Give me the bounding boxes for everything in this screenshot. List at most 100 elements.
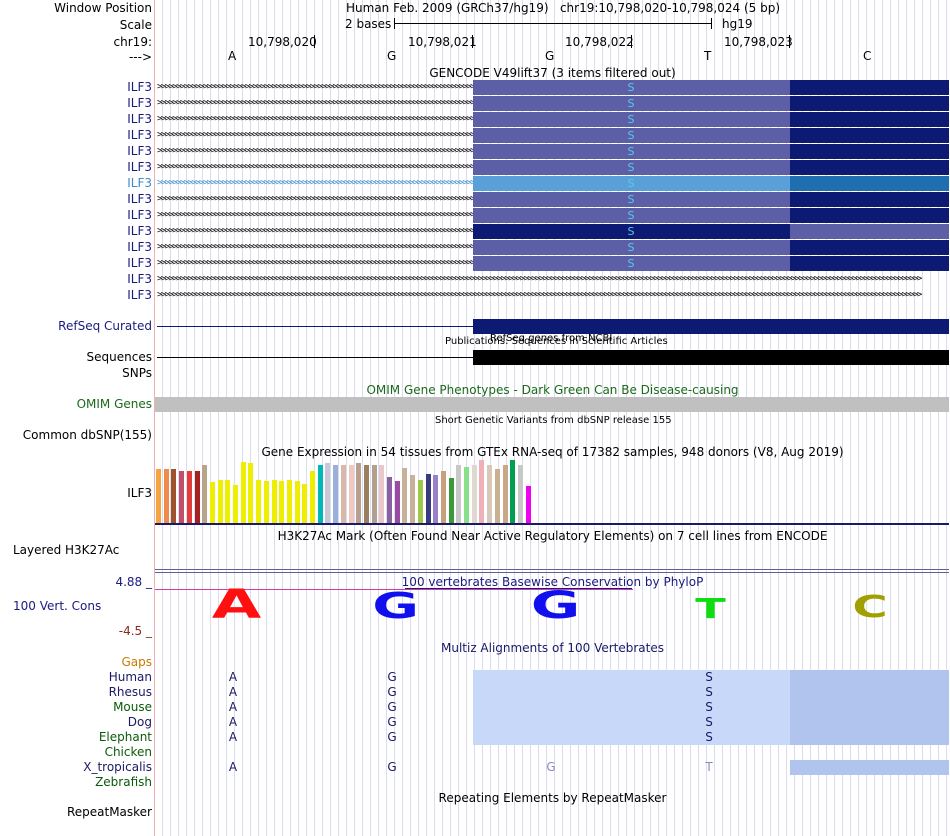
gencode-exon[interactable]	[473, 176, 790, 191]
gencode-exon[interactable]	[790, 112, 949, 127]
gencode-exon[interactable]	[790, 160, 949, 175]
gencode-intron[interactable]: >>>>>>>>>>>>>>>>>>>>>>>>>>>>>>>>>>>>>>>>…	[157, 114, 473, 124]
sequences-block[interactable]	[473, 350, 949, 365]
gtex-label[interactable]: ILF3	[127, 486, 152, 500]
gtex-tissue-bar[interactable]	[379, 465, 385, 523]
snps-label[interactable]: SNPs	[122, 366, 152, 380]
gtex-tissue-bar[interactable]	[271, 479, 277, 523]
gtex-tissue-bar[interactable]	[279, 481, 285, 523]
phylop-logo-letter[interactable]: G	[372, 585, 420, 627]
gencode-exon[interactable]	[790, 96, 949, 111]
gtex-tissue-bar[interactable]	[464, 466, 469, 523]
gtex-tissue-bar[interactable]	[209, 482, 215, 523]
gtex-tissue-bar[interactable]	[502, 465, 508, 523]
gtex-tissue-bar[interactable]	[402, 467, 408, 523]
gencode-item-label[interactable]: ILF3	[127, 288, 152, 302]
gencode-item-label[interactable]: ILF3	[127, 112, 152, 126]
gencode-exon[interactable]	[473, 224, 790, 239]
gtex-tissue-bar[interactable]	[163, 469, 169, 523]
dbsnp-track-title[interactable]: Short Genetic Variants from dbSNP releas…	[435, 415, 672, 426]
multiz-alignment-block[interactable]	[790, 730, 949, 745]
gencode-item-label[interactable]: ILF3	[127, 240, 152, 254]
multiz-gaps-label[interactable]: Gaps	[121, 655, 152, 669]
gtex-tissue-bar[interactable]	[433, 475, 439, 523]
gencode-exon[interactable]	[473, 144, 790, 159]
multiz-species-label[interactable]: Elephant	[98, 730, 152, 744]
gtex-tissue-bar[interactable]	[487, 465, 493, 523]
gtex-tissue-bar[interactable]	[294, 481, 300, 523]
multiz-alignment-block[interactable]	[790, 700, 949, 715]
gtex-tissue-bar[interactable]	[479, 460, 485, 523]
dbsnp-label[interactable]: Common dbSNP(155)	[22, 428, 152, 442]
gencode-exon[interactable]	[473, 240, 790, 255]
gencode-intron[interactable]: >>>>>>>>>>>>>>>>>>>>>>>>>>>>>>>>>>>>>>>>…	[157, 130, 473, 140]
repeatmasker-track-title[interactable]: Repeating Elements by RepeatMasker	[438, 791, 667, 805]
gencode-exon[interactable]	[790, 240, 949, 255]
omim-feature[interactable]	[155, 397, 949, 412]
gtex-tissue-bar[interactable]	[217, 479, 223, 523]
multiz-species-label[interactable]: Zebrafish	[95, 775, 152, 789]
phylop-logo-letter[interactable]: A	[211, 582, 262, 628]
gtex-tissue-bar[interactable]	[256, 479, 262, 523]
gtex-tissue-bar[interactable]	[494, 469, 500, 523]
gtex-tissue-bar[interactable]	[263, 481, 269, 523]
multiz-species-label[interactable]: Mouse	[113, 700, 152, 714]
strand-arrow-label[interactable]: --->	[128, 50, 152, 64]
gtex-tissue-bar[interactable]	[202, 465, 208, 523]
phylop-label[interactable]: 100 Vert. Cons	[13, 599, 102, 613]
gencode-exon[interactable]	[473, 96, 790, 111]
gencode-item-label[interactable]: ILF3	[127, 80, 152, 94]
gencode-item-label[interactable]: ILF3	[127, 208, 152, 222]
gtex-tissue-bar[interactable]	[371, 465, 377, 523]
gtex-tissue-bar[interactable]	[240, 462, 246, 523]
refseq-label[interactable]: RefSeq Curated	[58, 319, 152, 333]
multiz-species-label[interactable]: Chicken	[104, 745, 152, 759]
gtex-tissue-bar[interactable]	[356, 463, 362, 523]
refseq-track-title[interactable]: RefSeq genes from NCBI	[490, 333, 613, 344]
gencode-item-label[interactable]: ILF3	[127, 144, 152, 158]
gencode-exon[interactable]	[473, 112, 790, 127]
gtex-tissue-bar[interactable]	[394, 481, 400, 523]
gencode-intron[interactable]: >>>>>>>>>>>>>>>>>>>>>>>>>>>>>>>>>>>>>>>>…	[157, 242, 473, 252]
gtex-tissue-bar[interactable]	[286, 479, 292, 523]
gtex-tissue-bar[interactable]	[233, 485, 238, 523]
refseq-intron[interactable]	[157, 326, 473, 327]
gencode-item-label[interactable]: ILF3	[127, 160, 152, 174]
gtex-tissue-bar[interactable]	[340, 465, 346, 523]
gtex-track-title[interactable]: Gene Expression in 54 tissues from GTEx …	[261, 445, 844, 459]
gtex-tissue-bar[interactable]	[171, 469, 177, 523]
sequences-line[interactable]	[157, 357, 473, 358]
gtex-tissue-bar[interactable]	[325, 463, 331, 523]
gtex-bar-chart[interactable]	[156, 459, 556, 523]
gencode-item-label[interactable]: ILF3	[127, 128, 152, 142]
gtex-tissue-bar[interactable]	[448, 477, 454, 523]
gencode-item-label[interactable]: ILF3	[127, 256, 152, 270]
sequences-label[interactable]: Sequences	[86, 350, 152, 364]
multiz-alignment-block[interactable]	[790, 670, 949, 685]
gtex-tissue-bar[interactable]	[440, 470, 446, 523]
gtex-tissue-bar[interactable]	[417, 479, 423, 523]
gencode-exon[interactable]	[790, 128, 949, 143]
gencode-intron[interactable]: >>>>>>>>>>>>>>>>>>>>>>>>>>>>>>>>>>>>>>>>…	[157, 210, 473, 220]
gencode-intron[interactable]: >>>>>>>>>>>>>>>>>>>>>>>>>>>>>>>>>>>>>>>>…	[157, 162, 473, 172]
gencode-track-title[interactable]: GENCODE V49lift37 (3 items filtered out)	[429, 66, 676, 80]
h3k27ac-track-title[interactable]: H3K27Ac Mark (Often Found Near Active Re…	[277, 529, 828, 543]
gencode-exon[interactable]	[790, 256, 949, 271]
gencode-intron[interactable]: >>>>>>>>>>>>>>>>>>>>>>>>>>>>>>>>>>>>>>>>…	[157, 194, 473, 204]
multiz-alignment-block[interactable]	[790, 760, 949, 775]
multiz-track-title[interactable]: Multiz Alignments of 100 Vertebrates	[440, 641, 665, 655]
gtex-tissue-bar[interactable]	[194, 470, 200, 523]
multiz-species-label[interactable]: Dog	[127, 715, 152, 729]
gencode-exon[interactable]	[790, 176, 949, 191]
multiz-alignment-block[interactable]	[790, 685, 949, 700]
phylop-track-title[interactable]: 100 vertebrates Basewise Conservation by…	[401, 575, 704, 589]
phylop-logo-letter[interactable]: C	[852, 589, 888, 625]
gencode-intron[interactable]: >>>>>>>>>>>>>>>>>>>>>>>>>>>>>>>>>>>>>>>>…	[157, 146, 473, 156]
refseq-exon[interactable]	[473, 319, 949, 334]
multiz-species-label[interactable]: Rhesus	[108, 685, 152, 699]
h3k27ac-label[interactable]: Layered H3K27Ac	[13, 543, 120, 557]
gtex-tissue-bar[interactable]	[179, 470, 185, 523]
gencode-exon[interactable]	[473, 80, 790, 95]
gtex-tissue-bar[interactable]	[317, 465, 323, 523]
multiz-species-label[interactable]: X_tropicalis	[83, 760, 152, 774]
